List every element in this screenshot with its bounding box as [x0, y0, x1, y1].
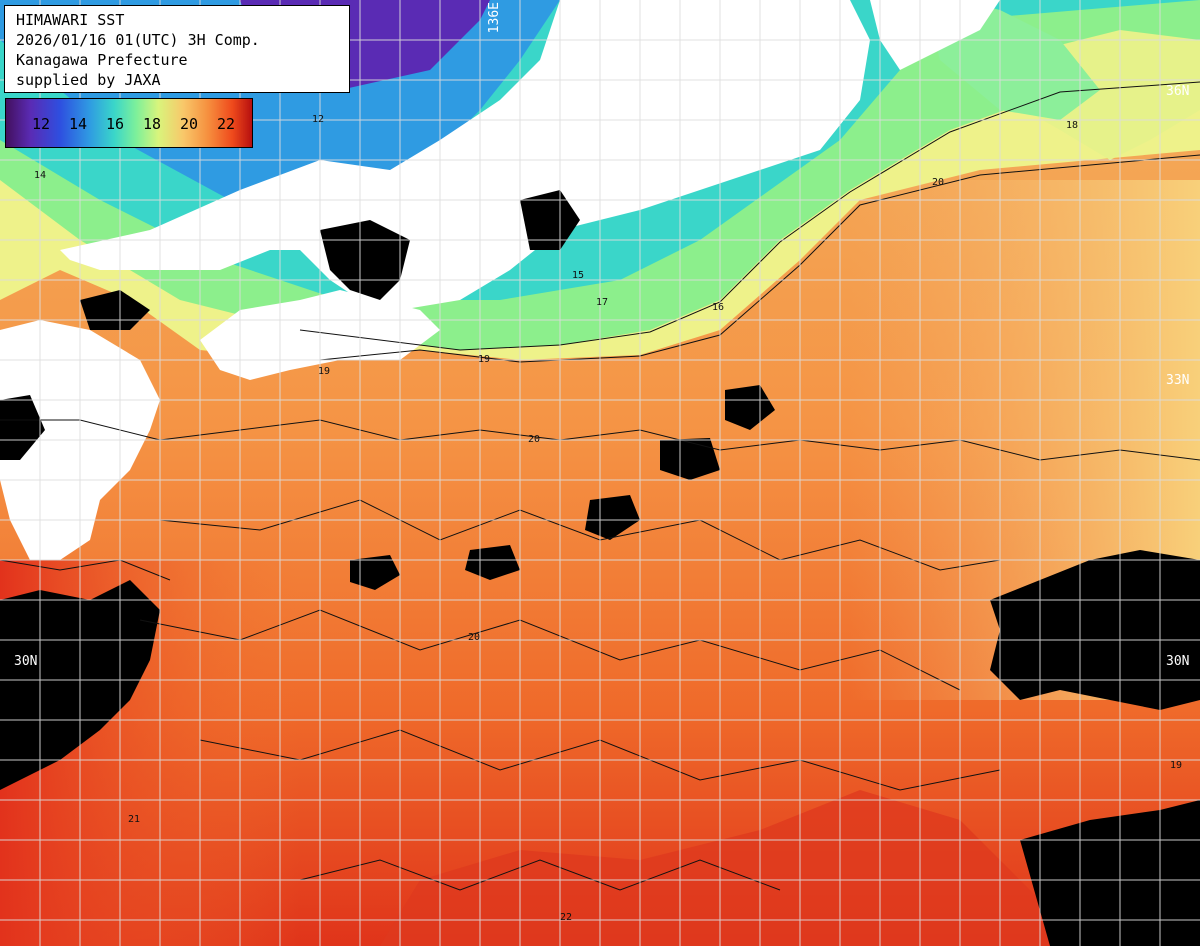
color-scale-label: 14	[69, 115, 88, 133]
contour-label: 21	[128, 814, 140, 825]
color-scale-labels: 12 14 16 18 20 22	[32, 115, 254, 133]
title-line-product: HIMAWARI SST	[16, 11, 125, 29]
contour-label: 18	[1066, 120, 1078, 131]
contour-label: 17	[596, 297, 608, 308]
color-scale-label: 12	[32, 115, 51, 133]
lat-label-33n-right: 33N	[1166, 373, 1190, 388]
lat-label-33n-left: 33N	[12, 373, 36, 388]
land-kii-north	[870, 0, 1000, 70]
color-scale-label: 22	[217, 115, 236, 133]
contour-label: 20	[528, 434, 540, 445]
lat-label-36n-right: 36N	[1166, 84, 1190, 99]
contour-label: 15	[572, 270, 584, 281]
contour-label: 19	[318, 366, 330, 377]
contour-label: 22	[560, 912, 572, 923]
lat-label-30n-right: 30N	[1166, 654, 1190, 669]
contour-label: 14	[34, 170, 46, 181]
lat-label-30n-left: 30N	[14, 654, 38, 669]
color-scale-label: 20	[180, 115, 199, 133]
color-scale-legend: 12 14 16 18 20 22	[5, 98, 253, 148]
title-line-credit: supplied by JAXA	[16, 71, 161, 89]
contour-label: 12	[312, 114, 324, 125]
land-honshu	[60, 0, 870, 310]
color-scale-label: 18	[143, 115, 162, 133]
contour-label: 20	[468, 632, 480, 643]
contour-label: 16	[712, 302, 724, 313]
contour-label: 19	[478, 354, 490, 365]
color-scale-label: 16	[106, 115, 125, 133]
title-line-region: Kanagawa Prefecture	[16, 51, 188, 69]
lon-label-136e: 136E	[487, 2, 502, 34]
title-box: HIMAWARI SST 2026/01/16 01(UTC) 3H Comp.…	[4, 5, 350, 93]
contour-label: 20	[932, 177, 944, 188]
title-line-datetime: 2026/01/16 01(UTC) 3H Comp.	[16, 31, 260, 49]
contour-label: 19	[1170, 760, 1182, 771]
